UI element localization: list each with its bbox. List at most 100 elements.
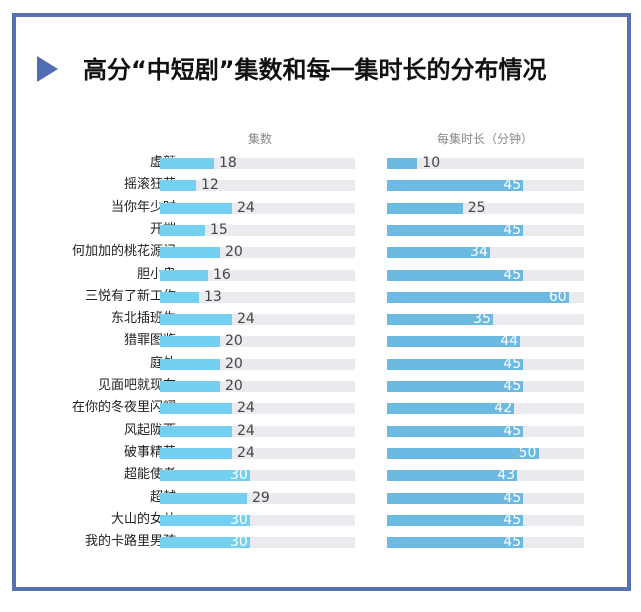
bar bbox=[387, 180, 524, 192]
bar bbox=[160, 202, 232, 214]
bar bbox=[160, 314, 232, 326]
bar bbox=[387, 492, 524, 504]
bar bbox=[387, 403, 515, 415]
bar bbox=[160, 180, 196, 192]
data-label: 20 bbox=[225, 244, 243, 261]
bar-track bbox=[160, 202, 355, 214]
data-label: 29 bbox=[252, 489, 270, 506]
data-label: 20 bbox=[225, 355, 243, 372]
data-label: 20 bbox=[225, 378, 243, 394]
bar-track bbox=[160, 425, 355, 437]
data-label: 44 bbox=[500, 333, 519, 350]
bar bbox=[387, 291, 569, 303]
category-label: 在你的冬夜里闪耀 bbox=[71, 400, 176, 416]
bar bbox=[387, 470, 518, 482]
category-label: 见面吧就现在 bbox=[97, 378, 176, 393]
bar-track bbox=[160, 180, 355, 192]
data-label: 20 bbox=[225, 333, 243, 350]
bar-track bbox=[387, 158, 584, 169]
data-label: 45 bbox=[503, 177, 522, 194]
bar bbox=[387, 247, 491, 259]
data-label: 43 bbox=[497, 467, 516, 484]
bar-track bbox=[160, 314, 355, 326]
bar bbox=[160, 425, 232, 437]
bar-track bbox=[160, 247, 355, 259]
bar bbox=[160, 537, 250, 549]
bar bbox=[160, 247, 220, 259]
data-label: 24 bbox=[237, 422, 255, 439]
bar-track bbox=[160, 537, 355, 549]
bar bbox=[160, 381, 220, 392]
category-label: 何加加的桃花源记 bbox=[71, 244, 176, 260]
left-panel-title: 集数 bbox=[247, 132, 272, 146]
bar bbox=[160, 514, 250, 526]
bar bbox=[160, 291, 199, 303]
data-label: 45 bbox=[503, 511, 522, 528]
bar-track bbox=[160, 470, 355, 482]
bar bbox=[160, 224, 205, 236]
data-label: 24 bbox=[237, 400, 255, 417]
data-label: 45 bbox=[503, 489, 522, 506]
category-label: 当你年少时 bbox=[110, 199, 176, 215]
data-label: 34 bbox=[470, 244, 488, 261]
bar bbox=[387, 447, 539, 459]
data-label: 45 bbox=[503, 534, 522, 551]
bar-track bbox=[160, 358, 355, 370]
bar bbox=[160, 336, 220, 348]
data-label: 50 bbox=[518, 444, 537, 461]
bar bbox=[160, 403, 232, 415]
right-panel-title: 每集时长（分钟） bbox=[436, 132, 533, 146]
data-label: 24 bbox=[237, 444, 255, 461]
bar-track bbox=[387, 202, 584, 214]
data-label: 35 bbox=[473, 311, 491, 328]
category-label: 三悦有了新工作 bbox=[84, 288, 176, 304]
bar bbox=[387, 158, 418, 169]
data-label: 15 bbox=[210, 221, 228, 238]
chart-title: 高分“中短剧”集数和每一集时长的分布情况 bbox=[83, 56, 547, 84]
bar-track bbox=[160, 291, 355, 303]
data-label: 30 bbox=[230, 467, 248, 484]
category-label: 我的卡路里男孩 bbox=[84, 534, 176, 550]
bar bbox=[387, 358, 524, 370]
bar-track bbox=[160, 224, 355, 236]
bar-track bbox=[160, 381, 355, 392]
bar-track bbox=[160, 269, 355, 281]
bar bbox=[160, 492, 247, 504]
data-label: 30 bbox=[230, 534, 248, 551]
data-label: 24 bbox=[237, 199, 255, 216]
data-label: 25 bbox=[467, 199, 486, 216]
bar bbox=[387, 425, 524, 437]
data-label: 45 bbox=[503, 266, 522, 283]
data-label: 16 bbox=[213, 266, 231, 283]
bar bbox=[387, 202, 463, 214]
bar bbox=[387, 269, 524, 281]
bar bbox=[160, 158, 214, 169]
bar bbox=[160, 447, 232, 459]
data-label: 24 bbox=[237, 311, 255, 328]
bar bbox=[387, 381, 524, 392]
bar bbox=[160, 358, 220, 370]
bar bbox=[160, 470, 250, 482]
bar-track bbox=[160, 447, 355, 459]
bar-track bbox=[160, 403, 355, 415]
data-label: 45 bbox=[503, 422, 522, 439]
bar bbox=[160, 269, 208, 281]
category-label: 东北插班生 bbox=[110, 311, 176, 327]
data-label: 45 bbox=[503, 378, 522, 394]
data-label: 60 bbox=[548, 288, 567, 305]
data-label: 12 bbox=[201, 177, 219, 194]
data-label: 45 bbox=[503, 355, 522, 372]
data-label: 42 bbox=[494, 400, 513, 417]
bar bbox=[387, 336, 521, 348]
bar-track bbox=[160, 514, 355, 526]
bar bbox=[387, 314, 494, 326]
data-label: 30 bbox=[230, 511, 248, 528]
bar-track bbox=[160, 492, 355, 504]
triangle-bullet-icon bbox=[37, 56, 58, 82]
bar bbox=[387, 224, 524, 236]
bar bbox=[387, 514, 524, 526]
data-label: 10 bbox=[422, 155, 441, 171]
bar bbox=[387, 537, 524, 549]
data-label: 18 bbox=[219, 155, 237, 171]
category-label: 大山的女儿 bbox=[110, 511, 176, 527]
